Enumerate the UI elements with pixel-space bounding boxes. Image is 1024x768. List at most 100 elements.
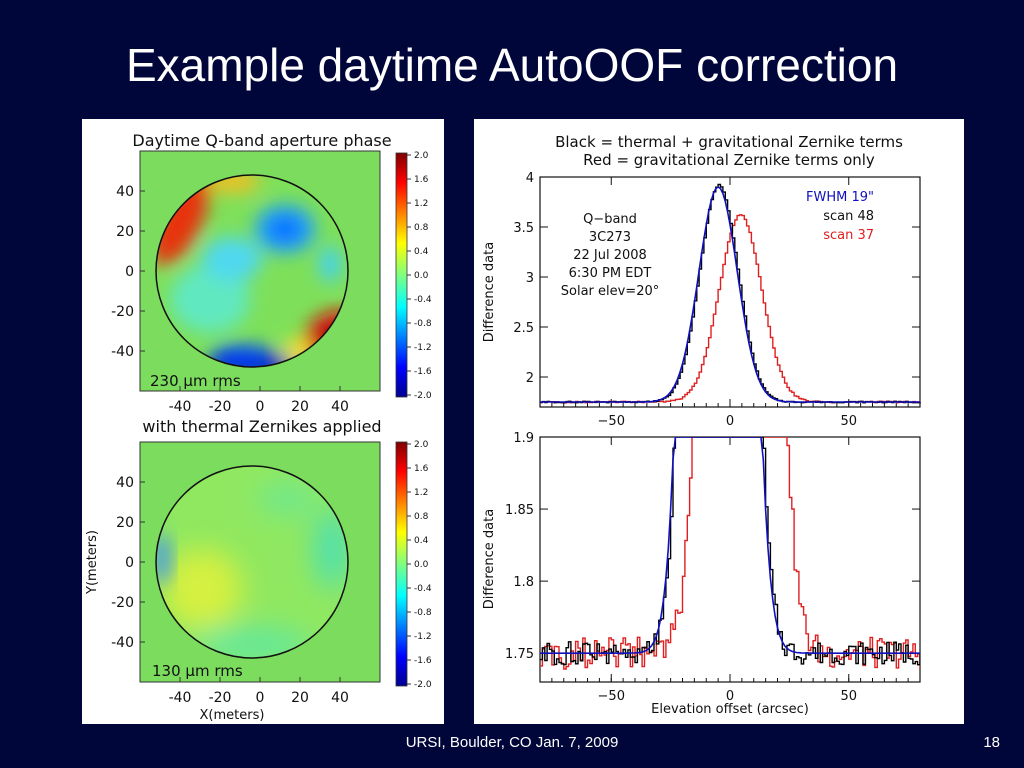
colorbar-tick-label: -2.0 [414,391,432,401]
x-tick-label: −50 [598,689,625,704]
slide-title: Example daytime AutoOOF correction [125,39,899,91]
bottom-map-ylabel: Y(meters) [85,530,100,595]
x-tick-label: 0 [726,414,734,429]
x-tick-label: -40 [169,399,192,415]
aperture-phase-panel: Daytime Q-band aperture phase 230 μm rms… [82,119,444,724]
bottom-colorbar [395,441,408,687]
legend-scan-48: scan 48 [823,209,874,224]
y-tick-label: -40 [111,635,134,651]
x-tick-label: 20 [291,399,309,415]
lower-plot-series [540,437,920,670]
y-tick-label: -20 [111,595,134,611]
x-tick-label: 50 [840,414,857,429]
bottom-map-xlabel: X(meters) [200,708,265,723]
y-tick-label: -40 [111,344,134,360]
y-tick-label: 20 [116,515,134,531]
lower-plot-ylabel: Difference data [482,509,497,609]
upper-plot-ylabel: Difference data [482,242,497,342]
colorbar-tick-label: -0.4 [414,584,432,594]
y-tick-label: -20 [111,304,134,320]
colorbar-tick-label: -2.0 [414,680,432,690]
aperture-phase-svg: Daytime Q-band aperture phase 230 μm rms… [85,131,432,723]
top-map-aperture-outline [155,174,349,368]
colorbar-tick-label: 1.6 [414,464,429,474]
colorbar-tick-label: 0.4 [414,247,429,257]
bottom-map-x-axis: -40 -20 0 20 40 [169,677,349,706]
lower-plot-xlabel: Elevation offset (arcsec) [651,702,809,717]
colorbar-tick-label: 2.0 [414,440,429,450]
top-map-y-axis: 40 20 0 -20 -40 [111,184,145,360]
beam-profile-svg: Black = thermal + gravitational Zernike … [482,133,921,717]
annotation-band: Q−band [583,212,637,227]
legend-scan-37: scan 37 [823,228,874,243]
colorbar-tick-label: 1.6 [414,175,429,185]
bottom-phase-map [156,466,348,658]
colorbar-tick-label: -1.2 [414,632,432,642]
y-tick-label: 40 [116,184,134,200]
x-tick-label: 20 [291,690,309,706]
lower-plot-axes: −50 0 50 1.9 1.85 1.8 1.75 [505,431,920,704]
x-tick-label: -20 [209,690,232,706]
colorbar-tick-label: -0.8 [414,608,432,618]
upper-plot-legend: FWHM 19" scan 48 scan 37 [806,190,874,243]
x-tick-label: -40 [169,690,192,706]
x-tick-label: 40 [331,399,349,415]
y-tick-label: 20 [116,224,134,240]
colorbar-tick-label: -1.6 [414,367,432,377]
y-tick-label: 1.9 [513,431,534,446]
bottom-map-rms: 130 μm rms [152,662,243,680]
top-map-rms: 230 μm rms [150,372,241,390]
legend-fwhm: FWHM 19" [806,190,874,205]
annotation-solar-elevation: Solar elev=20° [561,284,660,299]
scan-48-line [540,437,920,666]
y-tick-label: 40 [116,475,134,491]
y-tick-label: 2 [526,371,534,386]
colorbar-tick-label: 1.2 [414,199,428,209]
y-tick-label: 4 [526,171,534,186]
top-map-title: Daytime Q-band aperture phase [132,131,391,150]
y-tick-label: 1.75 [505,647,534,662]
colorbar-tick-label: 0.8 [414,512,429,522]
x-tick-label: 0 [256,690,265,706]
scan-37-line [540,437,920,670]
bottom-colorbar-ticks: 2.0 1.6 1.2 0.8 0.4 0.0 -0.4 -0.8 -1.2 -1.6 -2.0 [407,440,432,690]
x-tick-label: −50 [598,414,625,429]
y-tick-label: 1.8 [513,575,534,590]
fwhm-fit-line [540,186,920,403]
upper-plot-series [540,183,921,404]
top-colorbar-ticks: 2.0 1.6 1.2 0.8 0.4 0.0 -0.4 -0.8 -1.2 -1.6 -2.0 [407,151,432,401]
bottom-map-y-axis: 40 20 0 -20 -40 [111,475,145,651]
colorbar-tick-label: 0.0 [414,560,429,570]
x-tick-label: 0 [256,399,265,415]
y-tick-label: 3 [526,271,534,286]
x-tick-label: 0 [726,689,734,704]
x-tick-label: -20 [209,399,232,415]
profile-title-line-1: Black = thermal + gravitational Zernike … [555,133,903,151]
y-tick-label: 0 [125,555,134,571]
colorbar-tick-label: 0.4 [414,536,429,546]
colorbar-tick-label: 0.0 [414,271,429,281]
annotation-source: 3C273 [589,230,631,245]
profile-title-line-2: Red = gravitational Zernike terms only [583,151,875,169]
colorbar-tick-label: 0.8 [414,223,429,233]
footer-text: URSI, Boulder, CO Jan. 7, 2009 [405,734,619,751]
upper-plot-annotation: Q−band 3C273 22 Jul 2008 6:30 PM EDT Sol… [561,212,660,299]
x-tick-label: 40 [331,690,349,706]
bottom-map-aperture-outline [155,465,349,659]
colorbar-tick-label: 2.0 [414,151,429,161]
colorbar-tick-label: -0.4 [414,295,432,305]
y-tick-label: 3.5 [513,221,534,236]
colorbar-tick-label: -1.6 [414,656,432,666]
bottom-map-title: with thermal Zernikes applied [142,417,381,436]
y-tick-label: 1.85 [505,503,534,518]
beam-profile-panel: Black = thermal + gravitational Zernike … [474,119,964,724]
slide-number: 18 [983,734,1000,751]
colorbar-tick-label: -1.2 [414,343,432,353]
x-tick-label: 50 [840,689,857,704]
y-tick-label: 0 [125,264,134,280]
top-colorbar [395,152,408,398]
colorbar-tick-label: 1.2 [414,488,428,498]
top-map-x-axis: -40 -20 0 20 40 [169,386,349,415]
annotation-time: 6:30 PM EDT [569,266,652,281]
annotation-date: 22 Jul 2008 [573,248,647,263]
